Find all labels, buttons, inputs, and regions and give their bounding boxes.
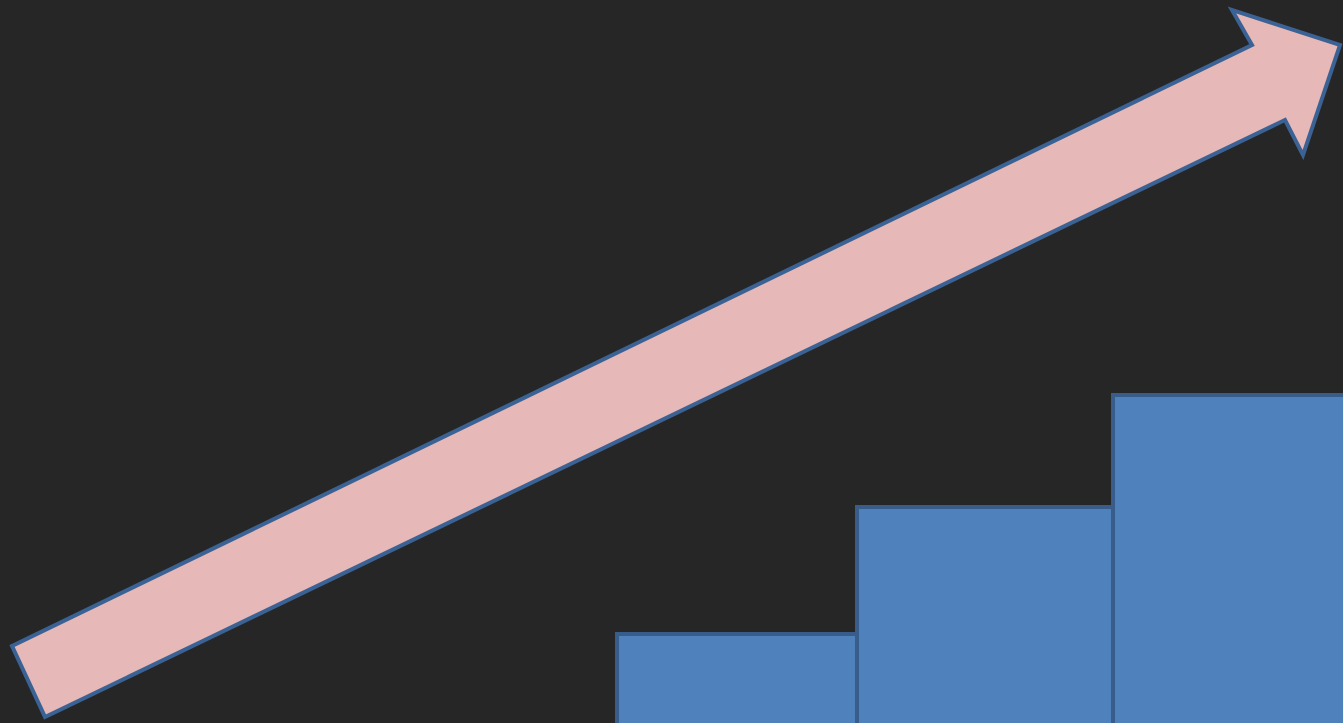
step-block-1 — [615, 632, 859, 723]
step-block-2 — [855, 505, 1115, 723]
step-block-3 — [1111, 393, 1343, 723]
rising-arrow-icon — [9, 6, 1343, 720]
